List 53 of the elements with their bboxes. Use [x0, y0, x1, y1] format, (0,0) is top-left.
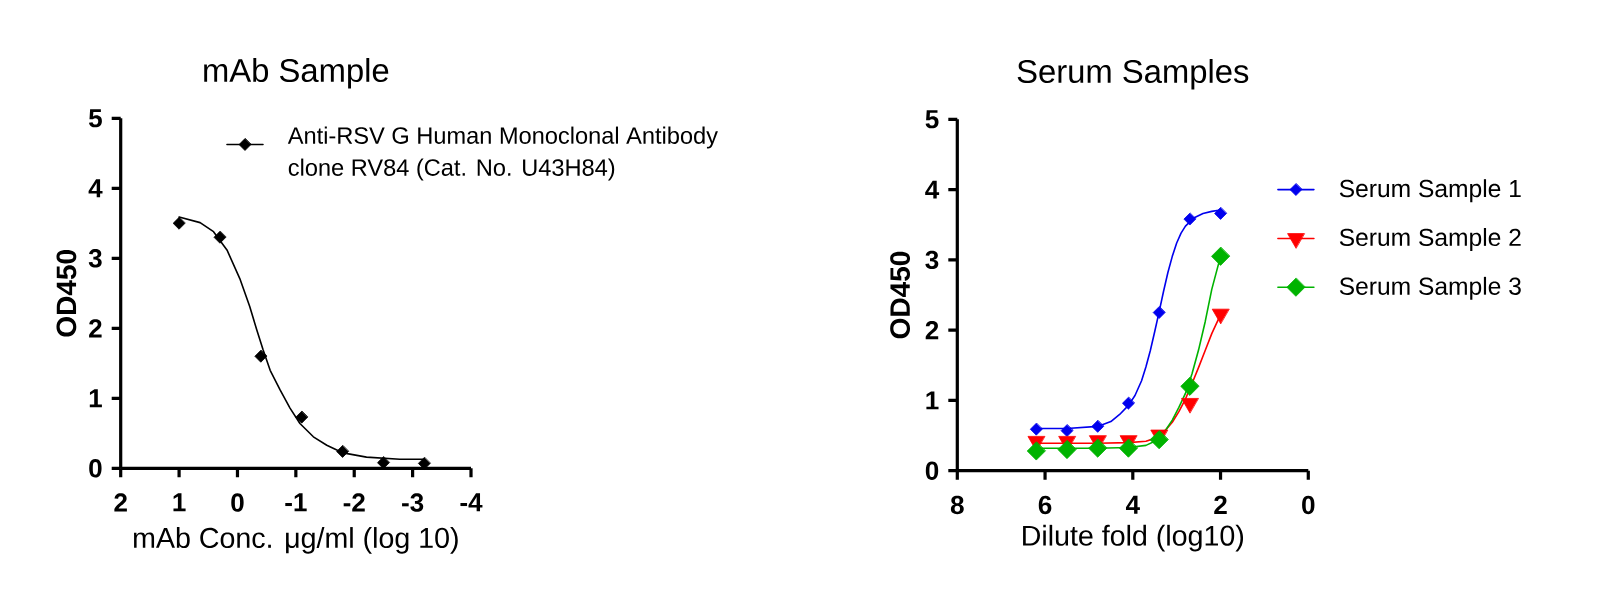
legend-label: Serum Sample 2	[1339, 228, 1521, 251]
x-tick-label: 4	[1125, 495, 1140, 514]
point	[1180, 376, 1200, 396]
y-tick-label: 5	[925, 110, 939, 129]
y-axis-title: OD450	[890, 251, 911, 339]
x-tick-label: -2	[343, 493, 365, 512]
y-tick-label: 4	[88, 179, 103, 198]
point	[213, 230, 227, 244]
point	[1118, 438, 1138, 458]
x-tick-label: 2	[1214, 495, 1227, 514]
y-tick-label: 1	[89, 389, 102, 408]
point	[1122, 396, 1135, 410]
point	[336, 445, 349, 458]
x-tick-label: -1	[285, 493, 307, 512]
y-tick-label: 5	[88, 109, 102, 128]
y-tick-label: 1	[926, 391, 939, 410]
y-tick-label: 2	[925, 321, 939, 340]
y-tick-label: 3	[88, 249, 102, 268]
point	[1149, 430, 1169, 450]
point	[1183, 212, 1197, 226]
y-tick-label: 0	[89, 459, 102, 478]
point	[1152, 306, 1166, 319]
y-tick-label: 3	[925, 250, 939, 270]
legend-label: Anti-RSV G Human Monoclonal Antibody clone RV84 (Cat. No. U43H84)	[287, 126, 718, 181]
y-axis-title: OD450	[56, 250, 77, 337]
point	[1029, 422, 1043, 436]
point	[1211, 246, 1230, 266]
point	[1057, 440, 1077, 460]
x-tick-label: 2	[114, 493, 127, 512]
point	[172, 216, 186, 230]
x-tick-label: -3	[402, 493, 424, 512]
x-tick-label: 6	[1038, 495, 1052, 515]
point	[1214, 207, 1227, 220]
chart-title: Serum Samples	[1017, 59, 1249, 90]
chart-title: mAb Sample	[204, 58, 389, 89]
x-axis-title: Dilute fold (log10)	[1023, 524, 1244, 552]
x-tick-label: 0	[1302, 495, 1315, 515]
x-tick-label: 1	[173, 493, 186, 512]
point	[1026, 441, 1046, 461]
x-axis-title: mAb Conc. μg/ml (log 10)	[134, 527, 458, 554]
y-tick-label: 0	[925, 461, 939, 480]
x-tick-label: 0	[231, 493, 244, 512]
point	[295, 410, 309, 424]
point	[254, 349, 268, 363]
point	[1088, 438, 1108, 458]
point	[1091, 420, 1105, 433]
point	[1060, 424, 1074, 437]
legend-label: Serum Sample 3	[1339, 276, 1521, 300]
legend-label: Serum Sample 1	[1339, 179, 1521, 203]
x-tick-label: 8	[950, 495, 964, 515]
y-tick-label: 2	[89, 319, 102, 338]
y-tick-label: 4	[925, 180, 940, 199]
x-tick-label: -4	[460, 493, 483, 512]
